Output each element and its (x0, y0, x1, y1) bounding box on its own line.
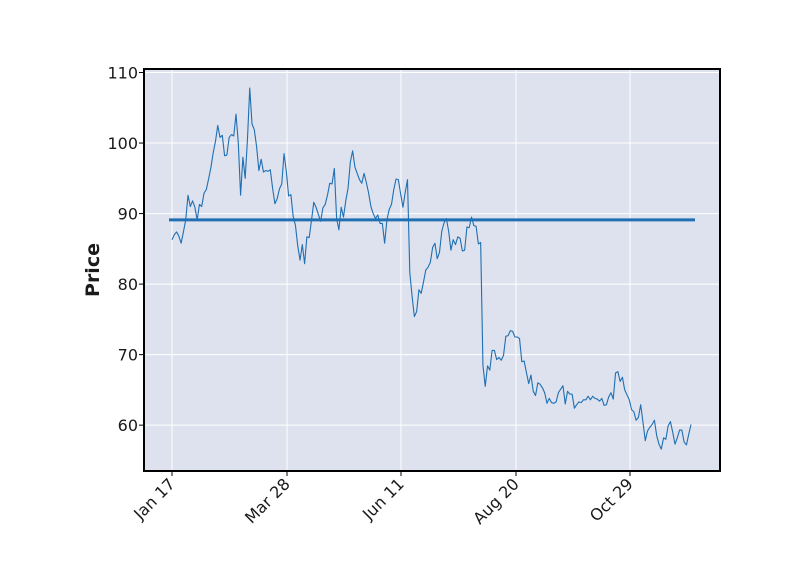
x-tick-label: Jun 11 (358, 474, 408, 524)
price-series-line (171, 87, 692, 450)
y-tick-label: 110 (107, 64, 138, 83)
y-axis-title: Price (82, 243, 104, 297)
y-tick-label: 90 (118, 205, 138, 224)
grid-lines (144, 69, 720, 471)
y-tick-label: 60 (118, 416, 138, 435)
y-tick-label: 80 (118, 275, 138, 294)
x-tick-label: Oct 29 (586, 474, 637, 525)
x-tick-label: Jan 17 (129, 474, 179, 524)
x-tick-label: Mar 28 (241, 474, 294, 527)
plot-background (144, 69, 720, 471)
plot-frame (143, 68, 721, 472)
x-axis-ticks: Jan 17 Mar 28 Jun 11 Aug 20 Oct 29 (129, 471, 637, 528)
y-tick-label: 70 (118, 346, 138, 365)
x-tick-label: Aug 20 (469, 474, 523, 528)
y-tick-label: 100 (107, 134, 138, 153)
y-axis-ticks: 60 70 80 90 100 110 (107, 64, 144, 435)
